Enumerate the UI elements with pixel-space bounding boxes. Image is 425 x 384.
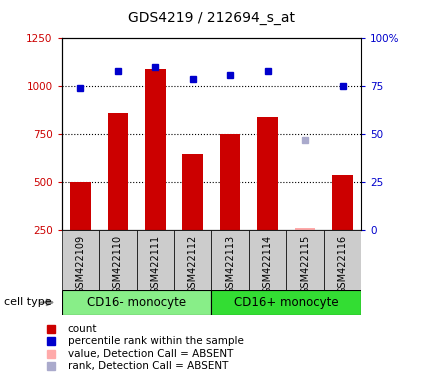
Text: GSM422112: GSM422112 <box>188 235 198 295</box>
Bar <box>70 182 91 230</box>
Text: GSM422113: GSM422113 <box>225 235 235 294</box>
Bar <box>211 230 249 290</box>
Text: value, Detection Call = ABSENT: value, Detection Call = ABSENT <box>68 349 233 359</box>
Bar <box>257 117 278 230</box>
Text: GSM422116: GSM422116 <box>337 235 348 294</box>
Text: rank, Detection Call = ABSENT: rank, Detection Call = ABSENT <box>68 361 228 371</box>
Bar <box>332 175 353 230</box>
Text: GDS4219 / 212694_s_at: GDS4219 / 212694_s_at <box>128 11 295 25</box>
Bar <box>174 230 211 290</box>
Bar <box>145 69 166 230</box>
Bar <box>220 134 241 230</box>
Text: GSM422109: GSM422109 <box>75 235 85 294</box>
Text: cell type: cell type <box>4 297 52 308</box>
Bar <box>324 230 361 290</box>
Bar <box>62 230 99 290</box>
Bar <box>136 230 174 290</box>
Text: CD16+ monocyte: CD16+ monocyte <box>234 296 339 309</box>
Text: GSM422114: GSM422114 <box>263 235 272 294</box>
Text: percentile rank within the sample: percentile rank within the sample <box>68 336 244 346</box>
Bar <box>249 230 286 290</box>
Bar <box>286 230 324 290</box>
Bar <box>108 113 128 230</box>
Bar <box>99 230 136 290</box>
Text: GSM422110: GSM422110 <box>113 235 123 294</box>
Bar <box>211 290 361 315</box>
Bar <box>182 154 203 230</box>
Text: GSM422111: GSM422111 <box>150 235 160 294</box>
Text: GSM422115: GSM422115 <box>300 235 310 295</box>
Text: count: count <box>68 324 97 334</box>
Bar <box>62 290 211 315</box>
Bar <box>295 228 315 230</box>
Text: CD16- monocyte: CD16- monocyte <box>87 296 186 309</box>
